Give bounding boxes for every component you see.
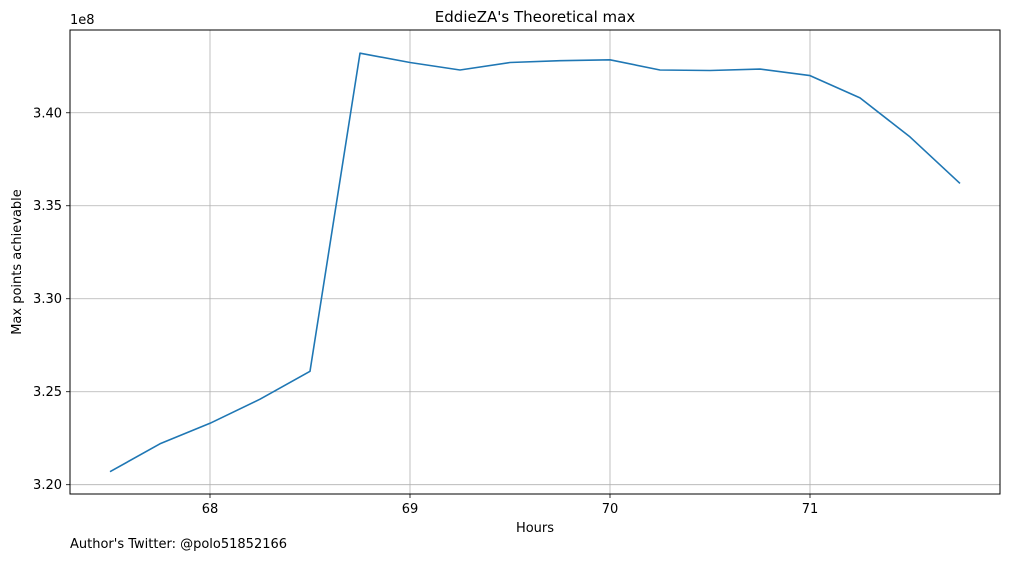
x-axis-title: Hours xyxy=(516,521,554,536)
y-tick-label: 3.40 xyxy=(33,106,62,121)
x-tick-label: 69 xyxy=(402,502,419,517)
y-axis-ticks: 3.20 3.25 3.30 3.35 3.40 xyxy=(33,106,70,493)
y-tick-label: 3.35 xyxy=(33,199,62,214)
x-tick-label: 68 xyxy=(202,502,219,517)
grid-lines xyxy=(70,30,1000,494)
x-axis-ticks: 68 69 70 71 xyxy=(202,494,819,517)
plot-frame xyxy=(69,29,1001,495)
x-tick-label: 71 xyxy=(802,502,819,517)
y-tick-label: 3.30 xyxy=(33,292,62,307)
y-tick-label: 3.25 xyxy=(33,385,62,400)
series-line xyxy=(109,52,961,473)
x-tick-label: 70 xyxy=(602,502,619,517)
author-footnote: Author's Twitter: @polo51852166 xyxy=(70,537,288,552)
series-group xyxy=(109,52,961,473)
y-tick-label: 3.20 xyxy=(33,478,62,493)
y-axis-title: Max points achievable xyxy=(10,189,25,335)
y-offset-label: 1e8 xyxy=(70,13,95,28)
chart-title: EddieZA's Theoretical max xyxy=(435,8,636,26)
